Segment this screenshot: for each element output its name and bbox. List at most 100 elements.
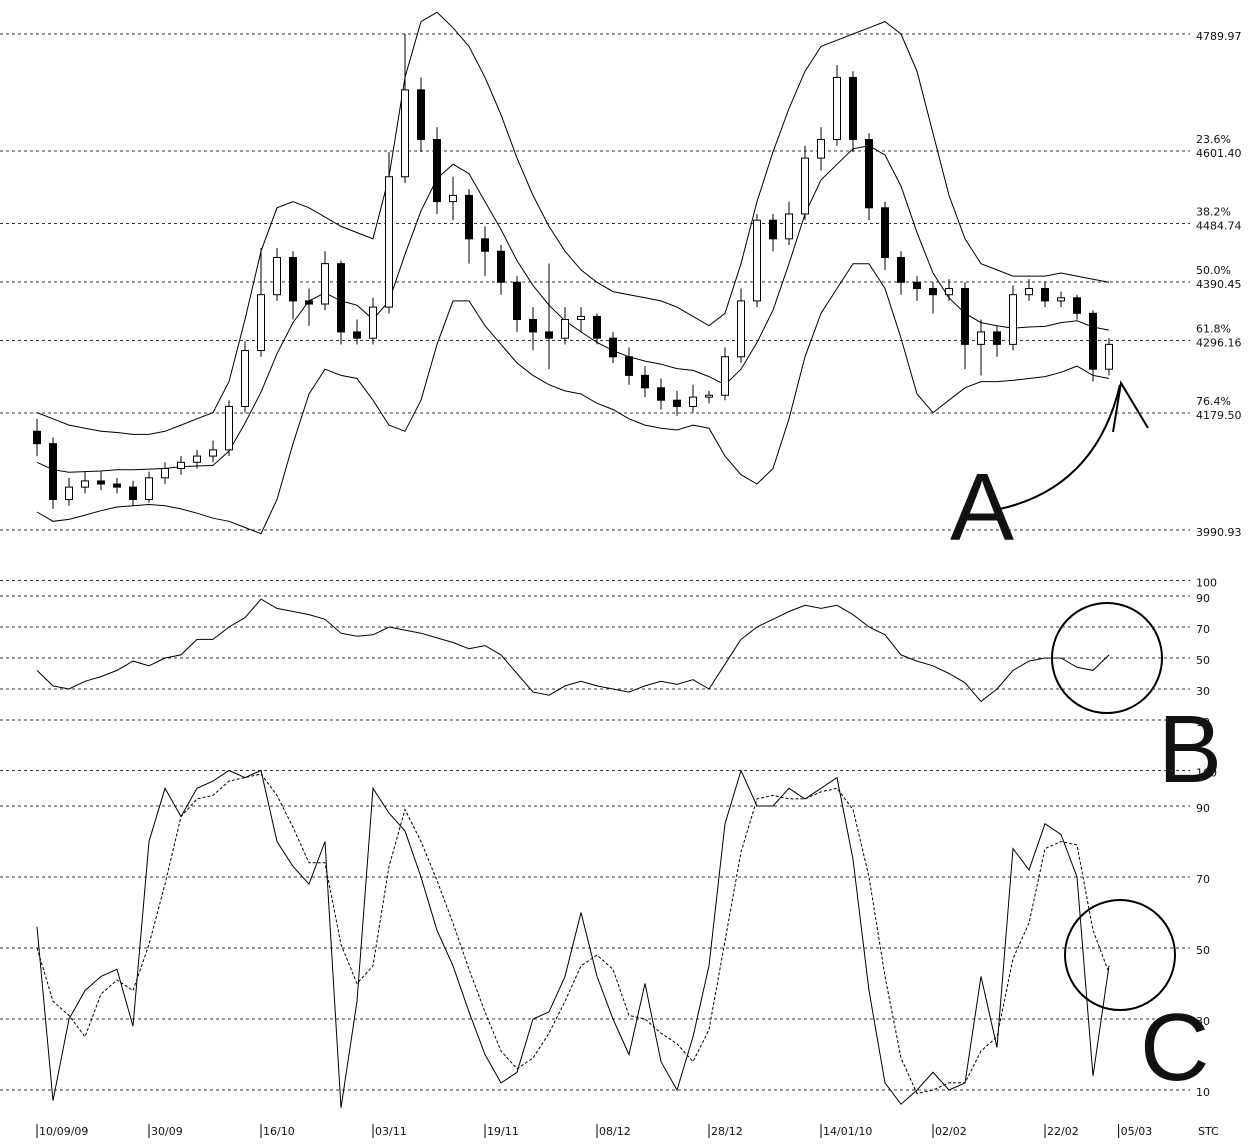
candle-body [1057, 297, 1065, 302]
candle-body [177, 461, 185, 470]
candle-body [97, 480, 105, 485]
candle-body [241, 350, 249, 407]
y-tick-label: 4390.45 [1196, 278, 1242, 291]
annotation: A [950, 454, 1014, 561]
x-tick-label: 05/03 [1121, 1125, 1153, 1138]
retracement-label: 38.2% [1196, 205, 1231, 218]
indicator-line [36, 598, 1110, 703]
candle-body [337, 263, 345, 333]
annotation: C [1140, 994, 1209, 1101]
y-tick-label: 10 [1196, 716, 1210, 729]
candle-body [673, 399, 681, 407]
y-tick-label: 70 [1196, 623, 1210, 636]
x-tick-label: 08/12 [599, 1125, 631, 1138]
candle-body [1089, 312, 1097, 370]
y-tick-label: 90 [1196, 802, 1210, 815]
candle-body [353, 331, 361, 339]
band-middle [36, 145, 1110, 473]
y-tick-label: 100 [1196, 577, 1217, 590]
candle-body [369, 306, 377, 339]
retracement-label: 23.6% [1196, 133, 1231, 146]
y-tick-label: 4179.50 [1196, 409, 1242, 422]
candle-body [81, 480, 89, 488]
candle-body [209, 449, 217, 457]
candle-body [545, 331, 553, 339]
candle-body [721, 356, 729, 396]
candle-body [753, 219, 761, 302]
candle-body [1025, 287, 1033, 296]
candle-body [449, 194, 457, 203]
arrow [994, 384, 1121, 511]
candle-body [529, 319, 537, 333]
candle-body [769, 219, 777, 240]
y-tick-label: 30 [1196, 685, 1210, 698]
y-tick-label: 50 [1196, 654, 1210, 667]
x-tick-label: 19/11 [487, 1125, 519, 1138]
x-tick-label: 16/10 [263, 1125, 295, 1138]
candle-body [481, 238, 489, 252]
candle-body [225, 405, 233, 451]
band-lower [36, 263, 1110, 535]
candle-body [849, 76, 857, 141]
candle-body [657, 387, 665, 401]
candle-body [817, 139, 825, 159]
y-tick-label: 30 [1196, 1015, 1210, 1028]
candle-body [577, 315, 585, 321]
y-tick-label: 4484.74 [1196, 219, 1242, 232]
candle-body [273, 256, 281, 296]
x-tick-label: 14/01/10 [823, 1125, 872, 1138]
x-tick-label: 02/02 [935, 1125, 967, 1138]
candle-body [977, 331, 985, 345]
candle-body [33, 430, 41, 445]
candle-body [1041, 287, 1049, 302]
candle-body [865, 139, 873, 209]
annotation: B [1158, 696, 1222, 803]
candle-body [961, 287, 969, 345]
x-tick-label: 03/11 [375, 1125, 407, 1138]
candle-body [929, 287, 937, 296]
candle-body [321, 263, 329, 305]
candle-body [465, 194, 473, 240]
candle-body [161, 468, 169, 479]
candle-body [257, 294, 265, 352]
y-tick-label: 70 [1196, 873, 1210, 886]
candle-body [785, 213, 793, 240]
candle-body [513, 281, 521, 321]
candle-body [385, 176, 393, 308]
candle-body [833, 76, 841, 141]
retracement-label: 61.8% [1196, 323, 1231, 336]
candle-body [65, 486, 73, 501]
y-tick-label: 50 [1196, 944, 1210, 957]
candle-body [1105, 343, 1113, 370]
candle-body [609, 337, 617, 358]
candle-body [417, 89, 425, 141]
candle-body [593, 315, 601, 339]
candle-body [801, 157, 809, 215]
candle-body [433, 139, 441, 203]
candle-body [561, 319, 569, 339]
candle-body [625, 356, 633, 376]
candle-body [49, 443, 57, 501]
candle-body [497, 250, 505, 283]
y-tick-label: 4601.40 [1196, 147, 1242, 160]
axis-label: STC [1198, 1125, 1219, 1138]
candle-body [913, 281, 921, 289]
x-tick-label: 22/02 [1047, 1125, 1079, 1138]
y-tick-label: 4789.97 [1196, 30, 1242, 43]
x-tick-label: 28/12 [711, 1125, 743, 1138]
candle-body [401, 89, 409, 178]
candle-body [993, 331, 1001, 345]
candle-body [305, 300, 313, 305]
candle-body [737, 300, 745, 358]
candle-body [1009, 294, 1017, 345]
x-tick-label: 30/09 [151, 1125, 183, 1138]
retracement-label: 50.0% [1196, 264, 1231, 277]
candle-body [129, 486, 137, 501]
band-upper [36, 11, 1110, 435]
y-tick-label: 10 [1196, 1086, 1210, 1099]
highlight-circle [1064, 899, 1176, 1011]
candle-body [193, 455, 201, 463]
